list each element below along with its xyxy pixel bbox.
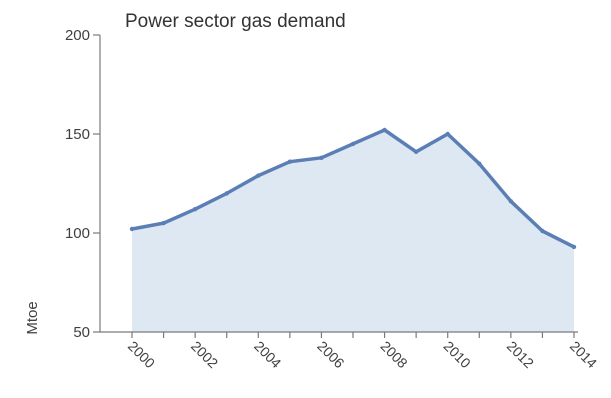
y-tick-label: 200	[65, 27, 90, 44]
y-tick-label: 50	[73, 324, 90, 341]
data-point-2007	[350, 141, 356, 147]
data-point-2012	[508, 199, 514, 204]
y-axis-ticks: 50 100 150 200	[65, 27, 100, 341]
chart-title: Power sector gas demand	[125, 11, 346, 32]
data-point-2014	[571, 244, 577, 250]
data-point-2005	[287, 159, 293, 164]
data-point-2004	[256, 173, 261, 178]
data-point-2008	[382, 127, 387, 133]
y-tick-label: 150	[65, 126, 90, 143]
data-point-2010	[445, 131, 450, 137]
y-tick-label: 100	[65, 225, 90, 242]
data-point-2011	[477, 161, 482, 166]
data-point-2001	[161, 220, 166, 226]
data-point-2002	[192, 207, 198, 212]
series-area	[132, 130, 574, 332]
data-point-2009	[413, 149, 419, 154]
data-point-2006	[319, 155, 324, 160]
y-axis-label: Mtoe	[24, 301, 41, 334]
plot-area	[129, 127, 577, 332]
data-point-2000	[129, 226, 135, 232]
data-point-2003	[224, 191, 229, 196]
data-point-2013	[540, 228, 545, 234]
